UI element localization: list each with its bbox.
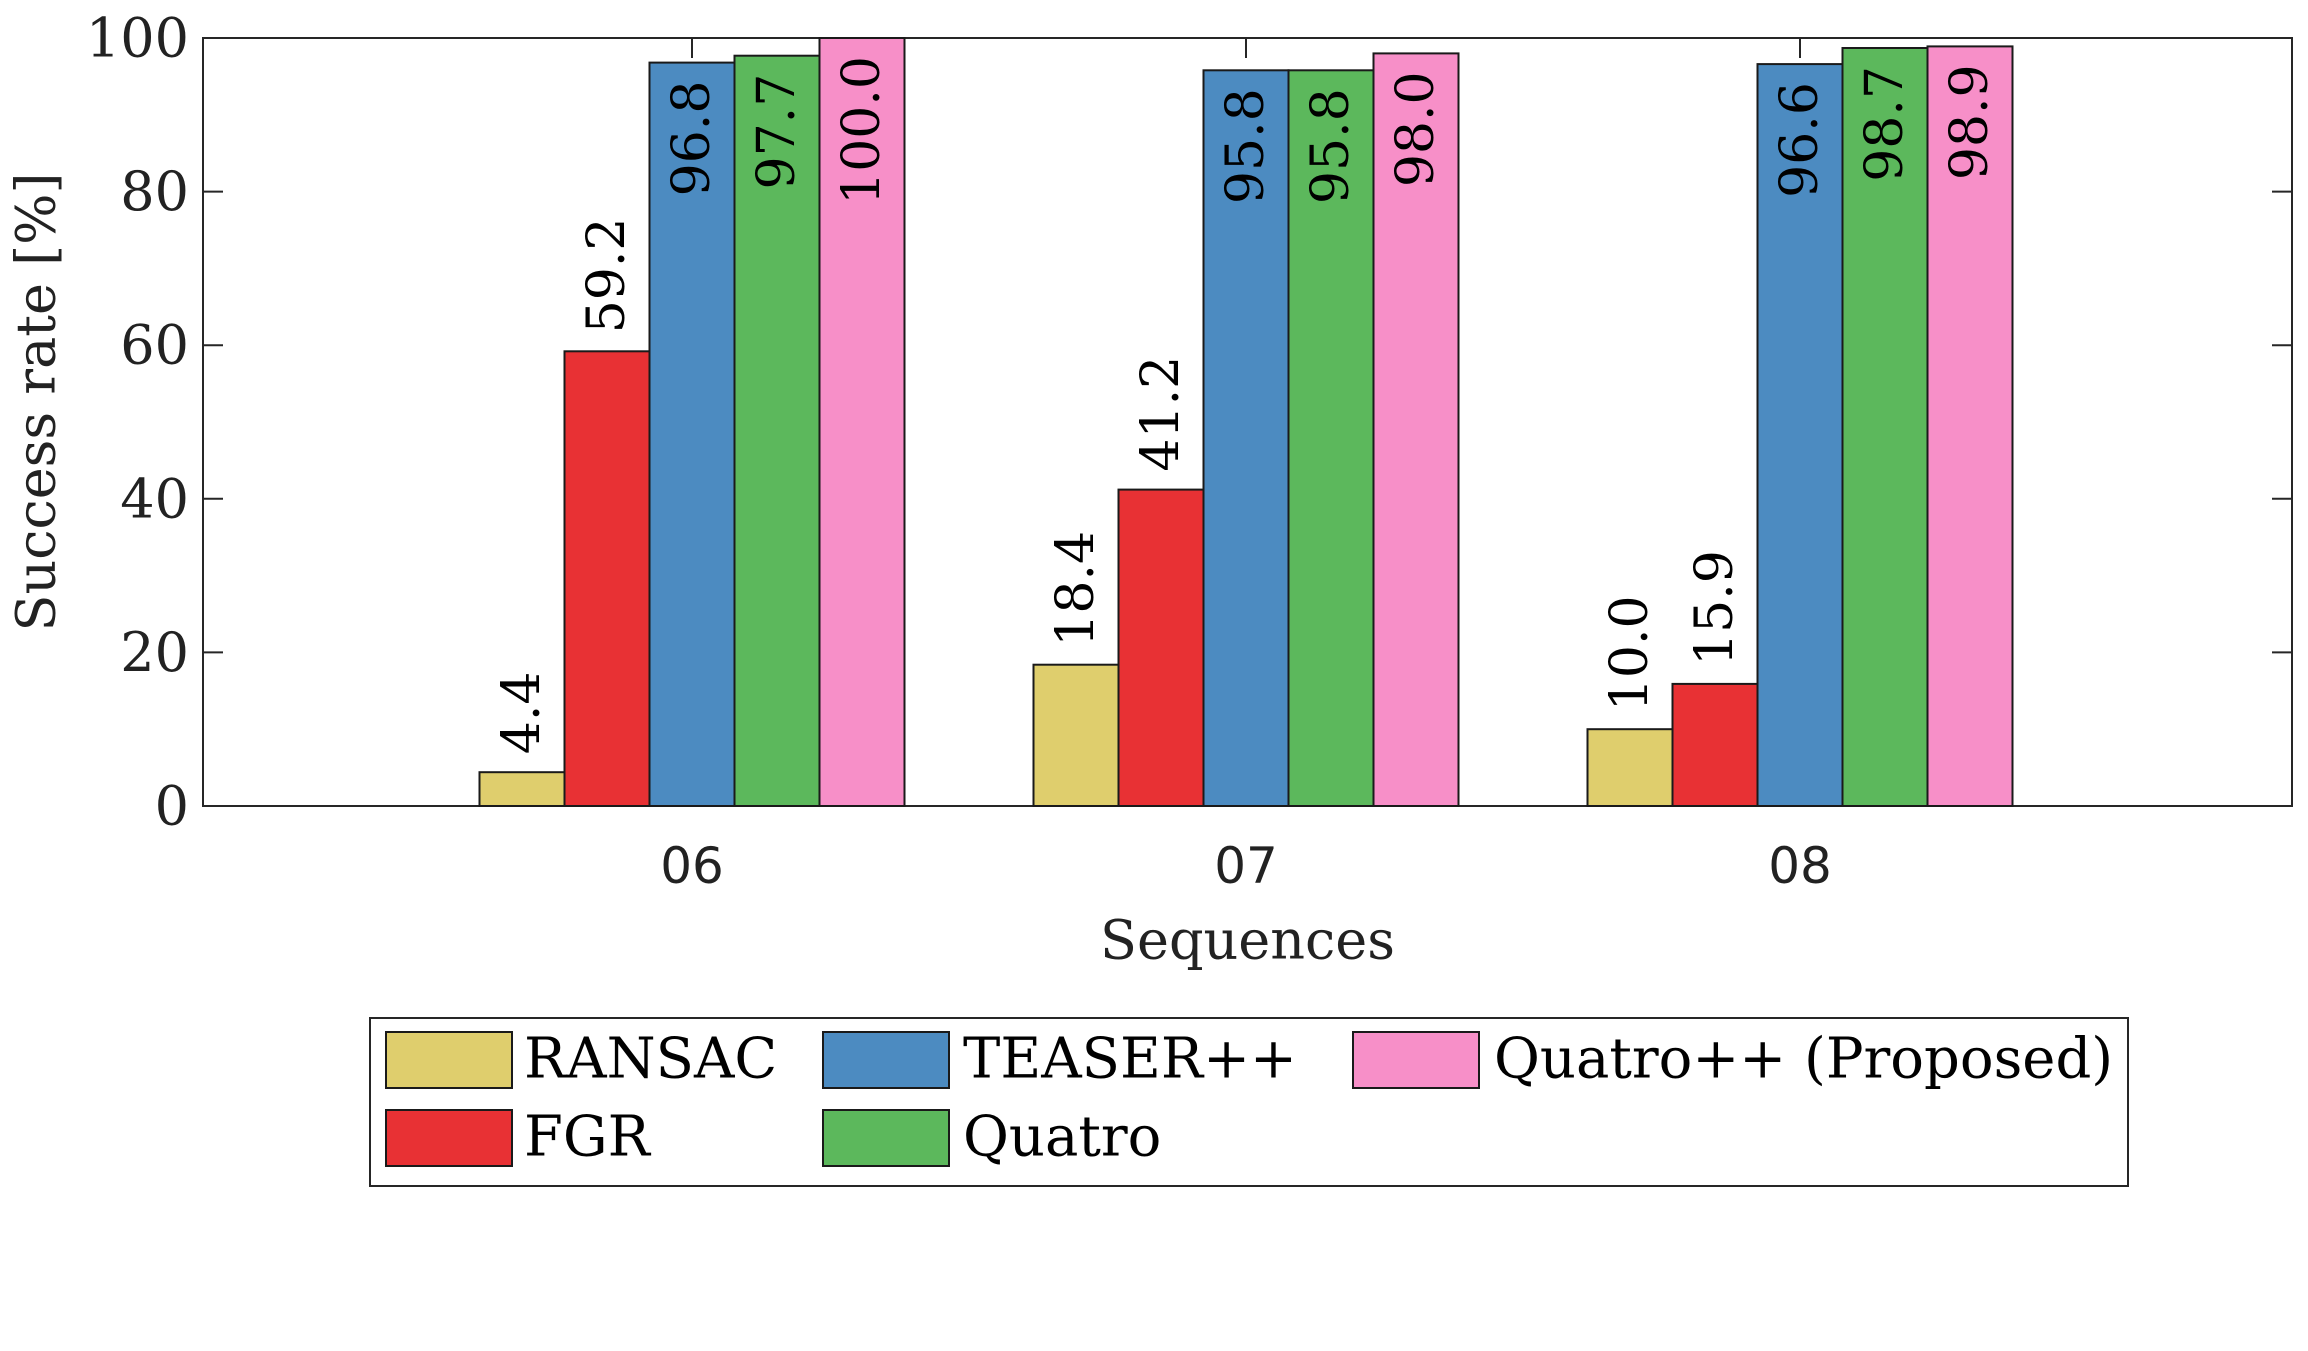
x-tick-label: 06	[660, 837, 724, 895]
data-label: 98.7	[1855, 66, 1915, 182]
bar	[1756, 63, 1844, 808]
data-label: 41.2	[1131, 356, 1191, 472]
legend-swatch	[385, 1109, 513, 1167]
bar	[1372, 52, 1460, 807]
bar	[1202, 69, 1290, 808]
bar	[1032, 663, 1120, 808]
legend-label: TEASER++	[963, 1027, 1297, 1092]
bar	[1841, 47, 1929, 807]
bar	[478, 771, 566, 808]
bar	[1926, 45, 2014, 807]
data-label: 15.9	[1685, 550, 1745, 666]
bar	[1117, 488, 1205, 807]
data-label: 18.4	[1046, 531, 1106, 647]
legend-label: Quatro++ (Proposed)	[1494, 1027, 2113, 1092]
y-axis-label: Success rate [%]	[5, 172, 68, 631]
data-label: 4.4	[492, 671, 552, 754]
bars	[478, 37, 2014, 808]
data-label: 100.0	[832, 56, 892, 205]
y-tick-label: 40	[120, 467, 189, 530]
y-tick-label: 100	[86, 7, 189, 70]
y-tick-label: 0	[155, 775, 189, 838]
data-label: 96.8	[662, 81, 722, 197]
legend-swatch	[385, 1031, 513, 1089]
axes: 0 20 40 60 80 100 06 07 08 Sequences Success rate …	[5, 7, 2293, 972]
data-label: 59.2	[577, 218, 637, 334]
legend-label: RANSAC	[524, 1027, 777, 1092]
legend-label: FGR	[524, 1105, 652, 1170]
data-label: 96.6	[1770, 82, 1830, 198]
data-label: 95.8	[1301, 88, 1361, 204]
x-tick-label: 08	[1768, 837, 1832, 895]
data-label: 95.8	[1216, 88, 1276, 204]
data-label: 97.7	[747, 74, 807, 190]
data-label: 98.0	[1386, 71, 1446, 187]
y-tick-label: 60	[120, 314, 189, 377]
legend-label: Quatro	[963, 1105, 1161, 1170]
bar	[1287, 69, 1375, 808]
x-tick-label: 07	[1214, 837, 1278, 895]
x-axis-label: Sequences	[1100, 909, 1395, 972]
legend-swatch	[1352, 1031, 1480, 1089]
data-labels: 4.4 18.4 10.0 59.2 41.2 15.9 96.8 95.8 96.6 97.7 9…	[492, 56, 2000, 754]
data-label: 10.0	[1600, 595, 1660, 711]
bar	[818, 37, 906, 807]
legend-swatch	[822, 1031, 950, 1089]
bar	[1586, 728, 1674, 808]
bar	[1671, 682, 1759, 808]
data-label: 98.9	[1940, 64, 2000, 180]
legend-box	[369, 1017, 2129, 1187]
y-tick-label: 80	[120, 160, 189, 223]
legend: RANSAC FGR TEASER++ Quatro Quatro++ (Propose…	[369, 1017, 2129, 1187]
bar	[563, 350, 651, 807]
y-tick-label: 20	[120, 621, 189, 684]
legend-swatch	[822, 1109, 950, 1167]
bar	[648, 61, 736, 808]
